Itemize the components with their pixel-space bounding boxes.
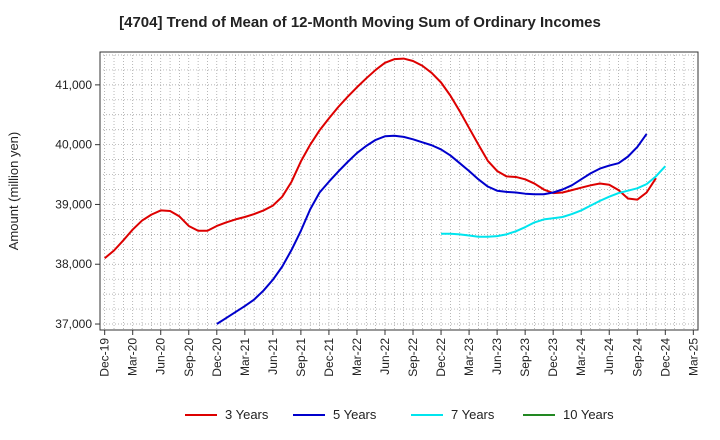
y-tick-label: 37,000	[55, 317, 92, 331]
y-axis-title: Amount (million yen)	[6, 132, 21, 251]
x-tick-label: Mar-20	[126, 338, 140, 376]
x-tick-label: Jun-21	[266, 338, 280, 375]
x-tick-label: Mar-22	[350, 338, 364, 376]
legend-label: 3 Years	[225, 407, 269, 422]
y-tick-label: 40,000	[55, 138, 92, 152]
legend: 3 Years 5 Years 7 Years 10 Years	[185, 407, 614, 422]
x-tick-label: Sep-23	[518, 338, 532, 377]
series-line-5-years	[216, 133, 648, 325]
y-tick-label: 39,000	[55, 197, 92, 211]
x-tick-label: Dec-22	[434, 338, 448, 377]
series-line-7-years	[441, 165, 667, 238]
axis-layer: 37,000 38,000 39,000 40,000 41,000 Dec-19 Mar-…	[55, 78, 700, 377]
x-tick-label: Jun-22	[378, 338, 392, 375]
plot-area	[99, 51, 699, 331]
legend-label: 7 Years	[451, 407, 495, 422]
x-tick-label: Sep-21	[294, 338, 308, 377]
series-layer	[104, 57, 667, 325]
y-tick-label: 38,000	[55, 257, 92, 271]
x-tick-label: Mar-23	[462, 338, 476, 376]
x-tick-label: Sep-24	[630, 338, 644, 377]
x-tick-label: Dec-19	[98, 338, 112, 377]
y-tick-label: 41,000	[55, 78, 92, 92]
x-tick-label: Jun-20	[154, 338, 168, 375]
series-line-3-years	[104, 57, 657, 260]
legend-label: 5 Years	[333, 407, 377, 422]
x-tick-label: Sep-20	[182, 338, 196, 377]
x-tick-label: Sep-22	[406, 338, 420, 377]
x-tick-label: Dec-23	[546, 338, 560, 377]
x-tick-label: Jun-24	[602, 338, 616, 375]
x-tick-label: Dec-21	[322, 338, 336, 377]
x-tick-label: Dec-20	[210, 338, 224, 377]
chart-title: [4704] Trend of Mean of 12-Month Moving …	[119, 14, 601, 31]
grid-layer	[100, 52, 698, 330]
legend-label: 10 Years	[563, 407, 614, 422]
x-tick-label: Mar-21	[238, 338, 252, 376]
x-tick-label: Jun-23	[490, 338, 504, 375]
x-tick-label: Mar-25	[686, 338, 700, 376]
x-tick-label: Dec-24	[658, 338, 672, 377]
x-tick-label: Mar-24	[574, 338, 588, 376]
